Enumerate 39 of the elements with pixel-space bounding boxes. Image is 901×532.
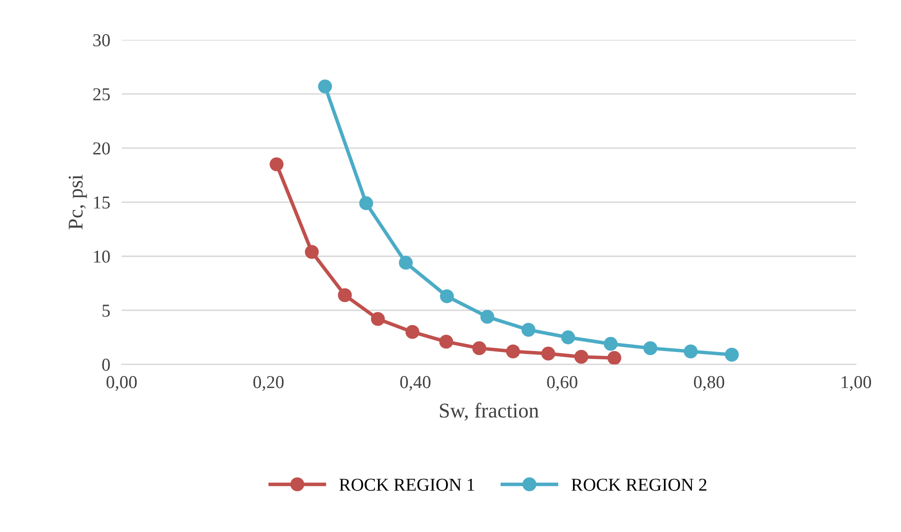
point — [439, 334, 454, 349]
point — [338, 288, 352, 302]
y-tick-label: 25 — [93, 88, 110, 100]
x-tick-label: 0,60 — [547, 376, 578, 391]
point — [561, 330, 576, 344]
point — [270, 157, 284, 172]
y-tick-label: 15 — [94, 196, 110, 209]
y-tick-label: 30 — [93, 34, 110, 46]
x-tick-label: 0,20 — [253, 376, 284, 391]
point — [359, 196, 374, 210]
y-axis-title: Pc, psi — [68, 174, 87, 230]
point — [643, 341, 658, 356]
y-tick-label: 0 — [102, 358, 110, 371]
point — [604, 336, 618, 351]
y-tick-label: 20 — [93, 142, 110, 155]
point — [724, 348, 739, 362]
point — [440, 289, 454, 304]
y-tick-label: 5 — [102, 304, 110, 317]
point — [405, 325, 420, 339]
point — [472, 341, 486, 356]
point — [398, 256, 413, 270]
legend-label: ROCK REGION 2 — [571, 478, 706, 491]
point — [684, 344, 698, 358]
x-axis-title: Sw, fraction — [440, 402, 539, 421]
point — [506, 344, 520, 358]
x-tick-label: 0,00 — [106, 376, 137, 391]
point — [574, 350, 588, 364]
y-tick-label: 10 — [94, 250, 110, 263]
x-tick-label: 1,00 — [842, 376, 872, 391]
point — [370, 312, 385, 326]
point — [480, 310, 494, 324]
x-tick-label: 0,80 — [694, 376, 724, 391]
point — [522, 322, 536, 337]
point — [304, 244, 319, 259]
x-tick-label: 0,40 — [400, 376, 430, 391]
point — [541, 346, 556, 361]
legend-label: ROCK REGION 1 — [339, 478, 474, 491]
point — [607, 350, 622, 364]
point — [318, 79, 332, 94]
